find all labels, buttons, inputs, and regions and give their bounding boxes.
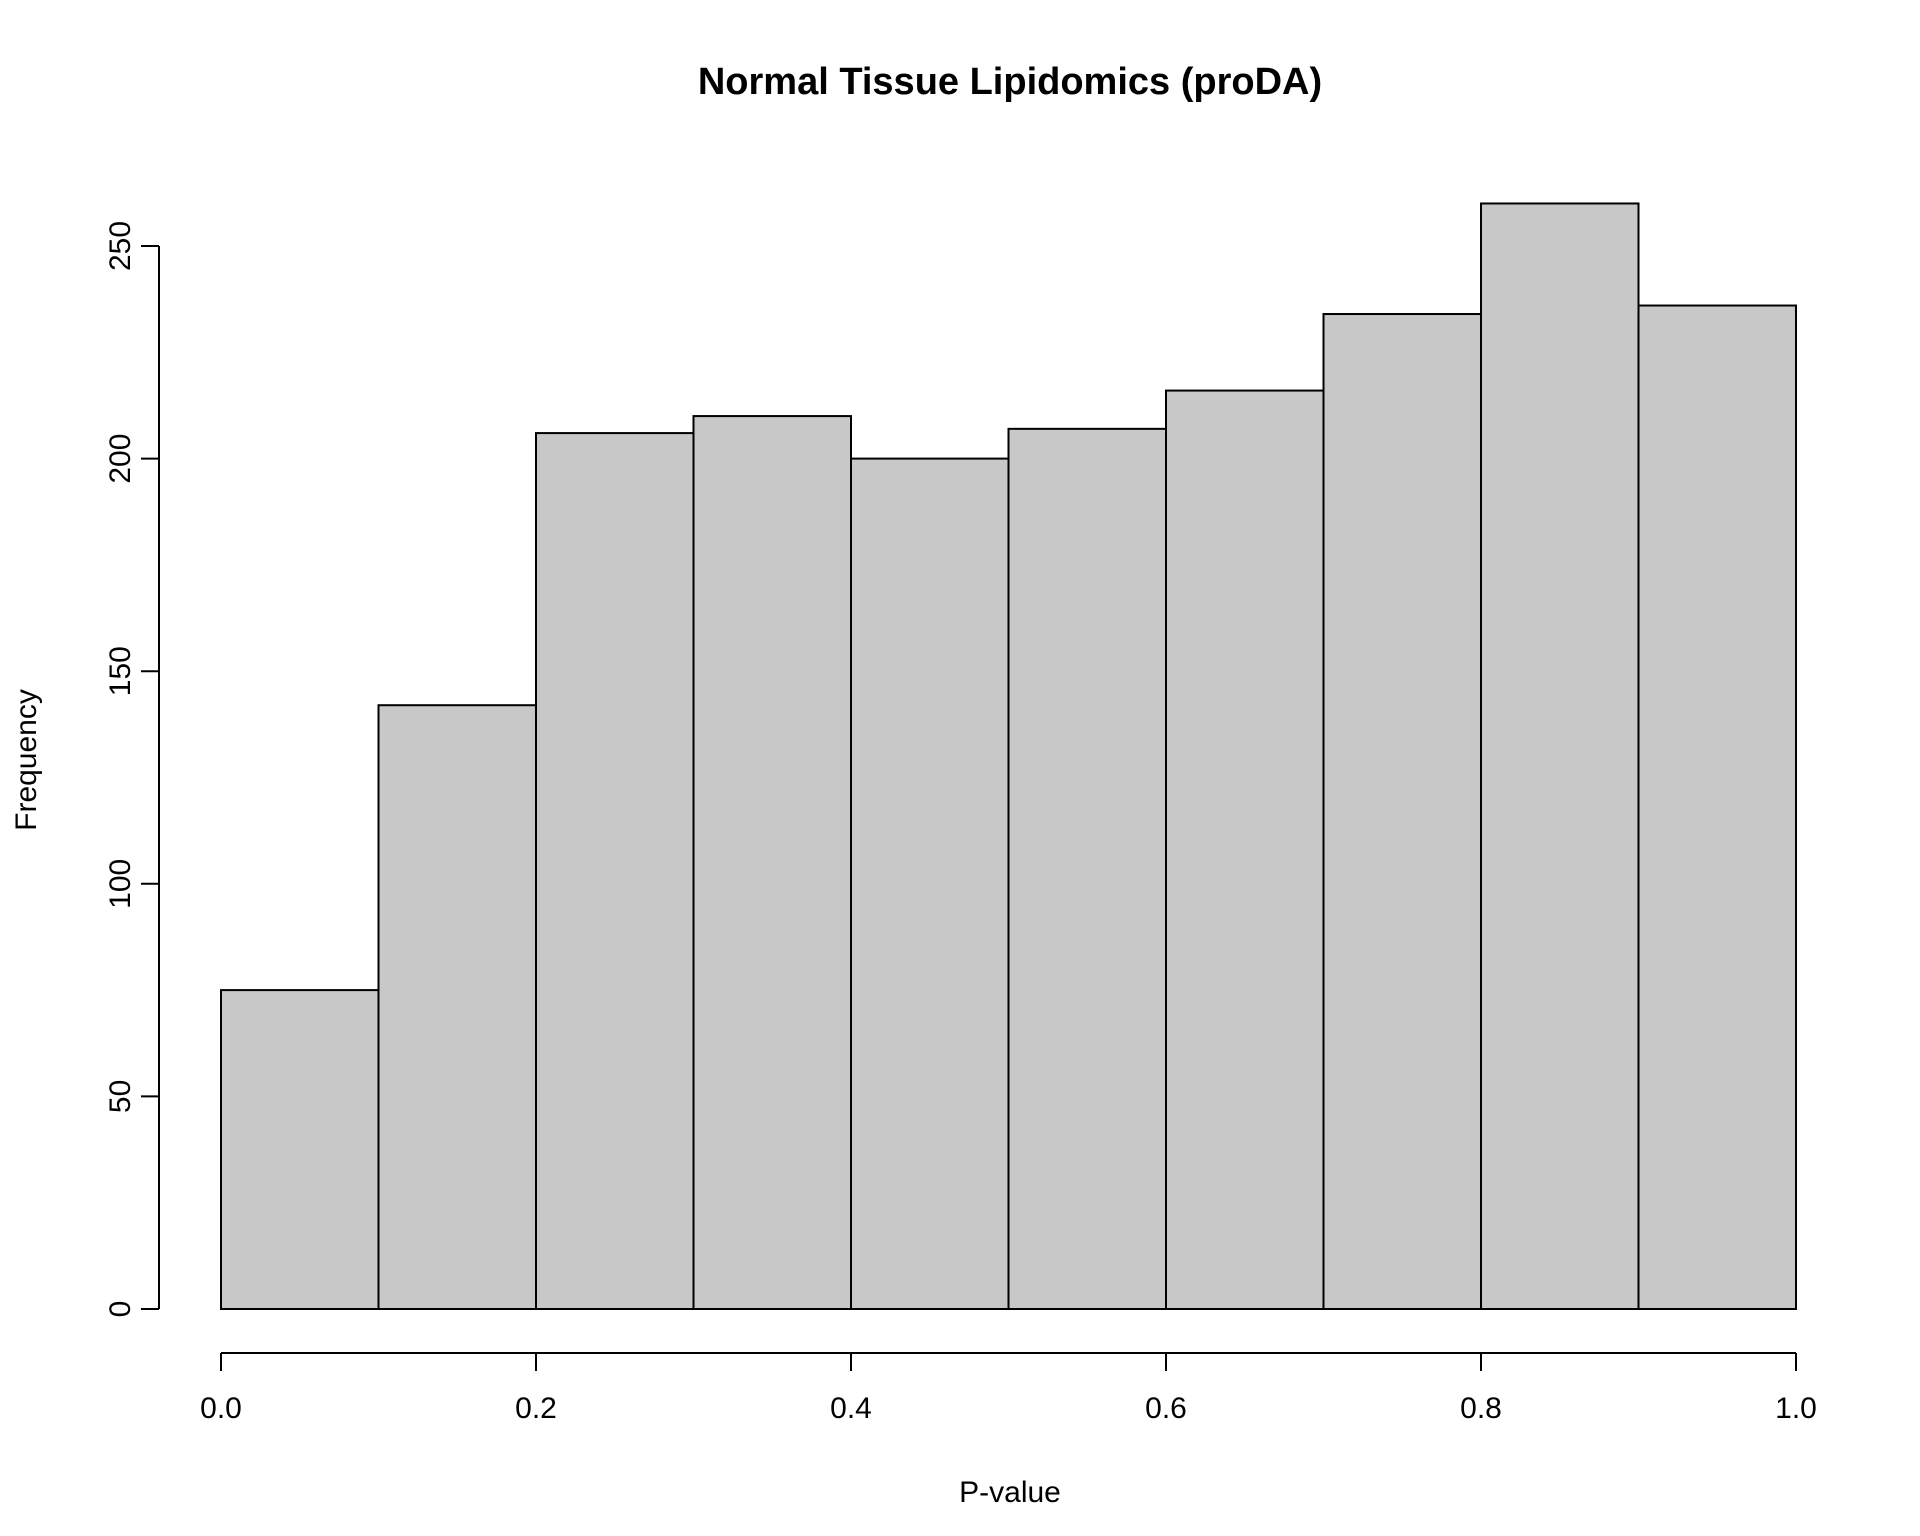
histogram-bar-10 bbox=[1637, 304, 1797, 1310]
x-tick-label-0.0: 0.0 bbox=[200, 1392, 242, 1425]
histogram-bar-3 bbox=[535, 432, 695, 1310]
histogram-bar-8 bbox=[1322, 313, 1482, 1311]
histogram-bar-6 bbox=[1007, 427, 1167, 1310]
y-tick-label-150: 150 bbox=[104, 646, 137, 696]
x-axis-label: P-value bbox=[959, 1476, 1061, 1509]
x-tick-label-0.6: 0.6 bbox=[1145, 1392, 1187, 1425]
y-tick-label-200: 200 bbox=[104, 434, 137, 484]
y-tick-label-0: 0 bbox=[104, 1301, 137, 1318]
histogram-bar-4 bbox=[692, 415, 852, 1310]
x-tick-label-0.2: 0.2 bbox=[515, 1392, 557, 1425]
histogram-bar-9 bbox=[1480, 202, 1640, 1311]
chart-title: Normal Tissue Lipidomics (proDA) bbox=[698, 61, 1322, 103]
histogram-bars bbox=[220, 202, 1797, 1311]
histogram-bar-7 bbox=[1165, 389, 1325, 1310]
y-tick-label-250: 250 bbox=[104, 221, 137, 271]
y-tick-label-100: 100 bbox=[104, 859, 137, 909]
x-tick-label-1.0: 1.0 bbox=[1775, 1392, 1817, 1425]
histogram-bar-1 bbox=[220, 989, 380, 1310]
x-tick-label-0.4: 0.4 bbox=[830, 1392, 872, 1425]
x-axis: 0.0 0.2 0.4 0.6 0.8 1.0 bbox=[200, 1352, 1817, 1425]
x-tick-label-0.8: 0.8 bbox=[1460, 1392, 1502, 1425]
histogram-bar-2 bbox=[377, 704, 537, 1310]
y-axis-label: Frequency bbox=[10, 689, 43, 831]
y-axis: 0 50 100 150 200 250 bbox=[104, 221, 160, 1318]
y-tick-label-50: 50 bbox=[104, 1080, 137, 1113]
histogram-bar-5 bbox=[850, 457, 1010, 1311]
